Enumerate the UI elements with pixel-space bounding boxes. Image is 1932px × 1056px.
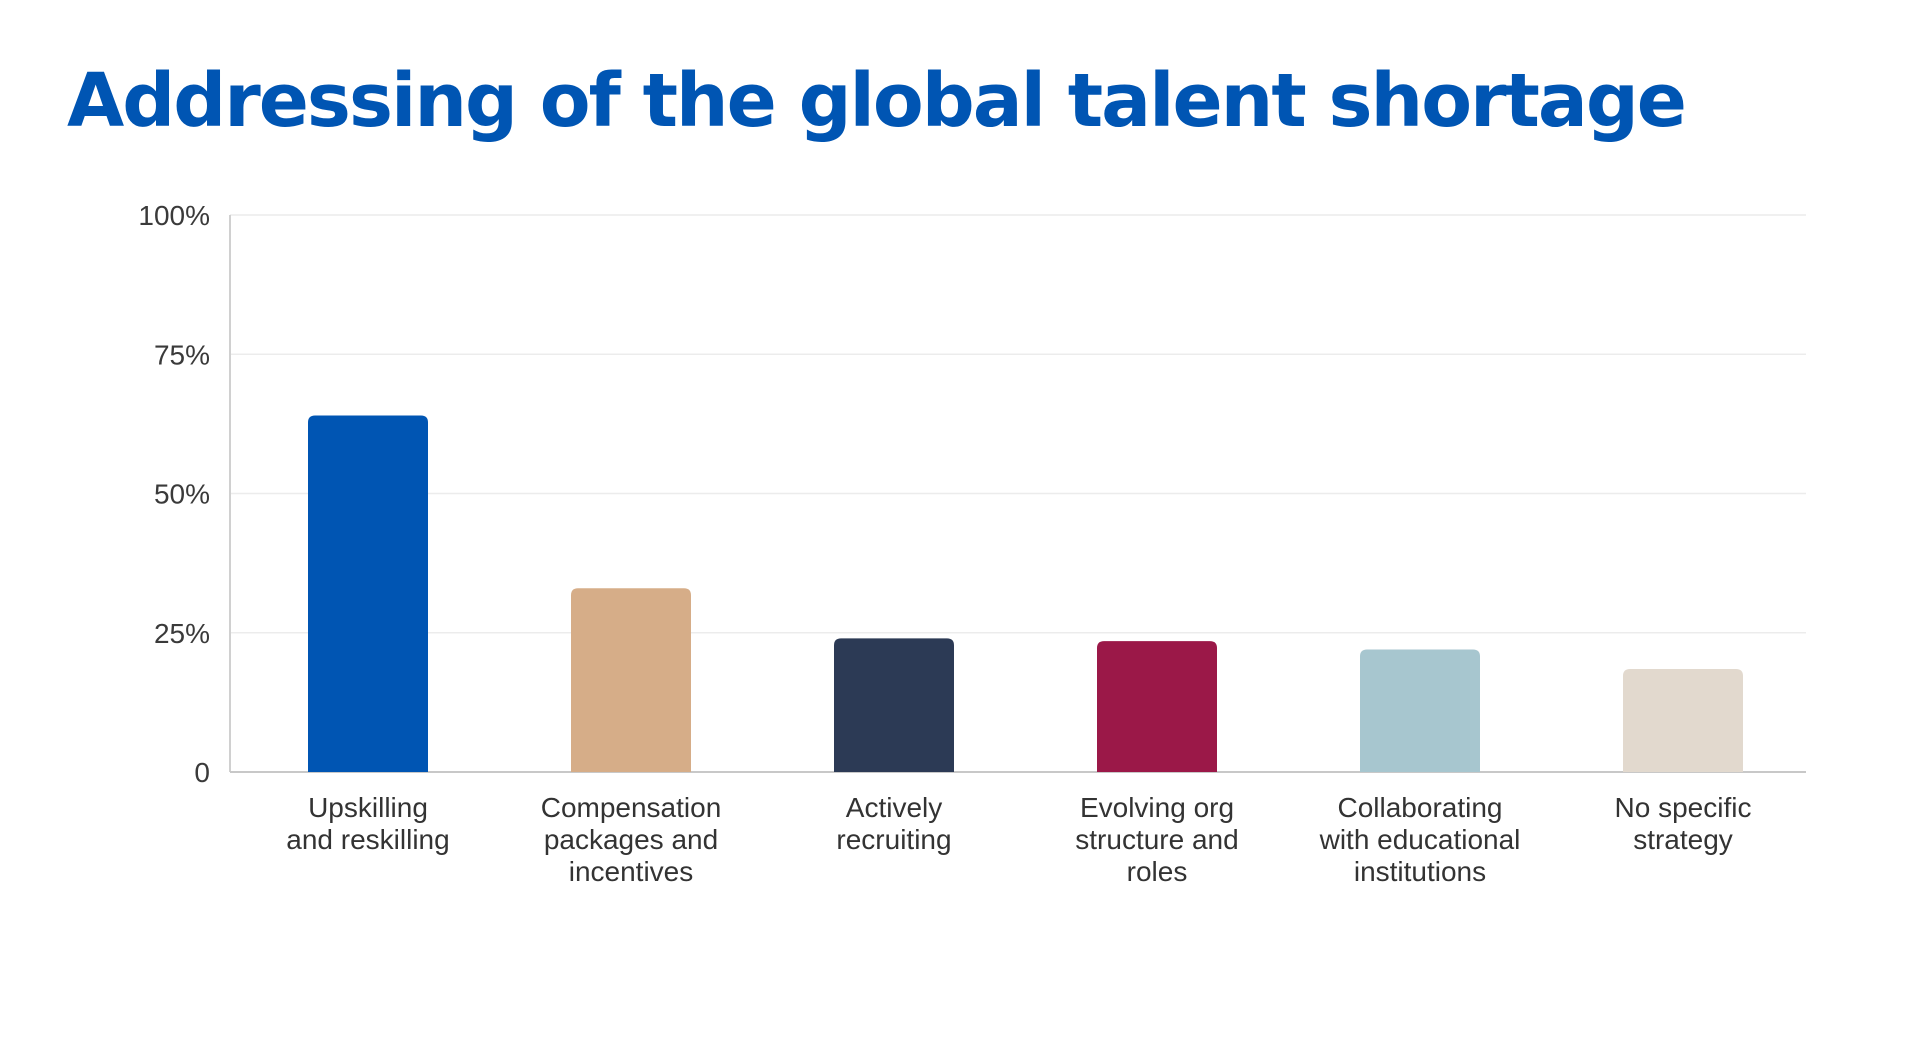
y-tick-label: 50%	[154, 479, 210, 510]
y-tick-label: 25%	[154, 618, 210, 649]
bar	[1097, 641, 1217, 772]
x-category-label: institutions	[1354, 856, 1486, 887]
x-category-label: No specific	[1615, 792, 1752, 823]
x-category-label: strategy	[1633, 824, 1733, 855]
x-category-label: recruiting	[836, 824, 951, 855]
x-category-label: packages and	[544, 824, 718, 855]
bar	[1360, 649, 1480, 772]
x-category-label: Upskilling	[308, 792, 428, 823]
bar	[1623, 668, 1743, 772]
x-category-label: structure and	[1075, 824, 1238, 855]
x-category-label: Evolving org	[1080, 792, 1234, 823]
x-category-label: with educational	[1319, 824, 1521, 855]
x-category-label: Actively	[846, 792, 942, 823]
bar	[834, 638, 954, 772]
y-tick-label: 0	[194, 757, 210, 788]
y-tick-label: 100%	[138, 200, 210, 231]
x-category-label: Collaborating	[1338, 792, 1503, 823]
gridlines	[230, 214, 1806, 634]
x-category-label: roles	[1127, 856, 1188, 887]
y-axis-tick-labels: 0 25% 50% 75% 100%	[138, 200, 210, 788]
bar	[308, 415, 428, 772]
x-category-label: and reskilling	[286, 824, 449, 855]
x-category-label: Compensation	[541, 792, 722, 823]
y-tick-label: 75%	[154, 339, 210, 370]
bar	[571, 588, 691, 772]
page-title: Addressing of the global talent shortage	[67, 58, 1687, 144]
bars	[308, 415, 1743, 772]
x-category-label: incentives	[569, 856, 694, 887]
